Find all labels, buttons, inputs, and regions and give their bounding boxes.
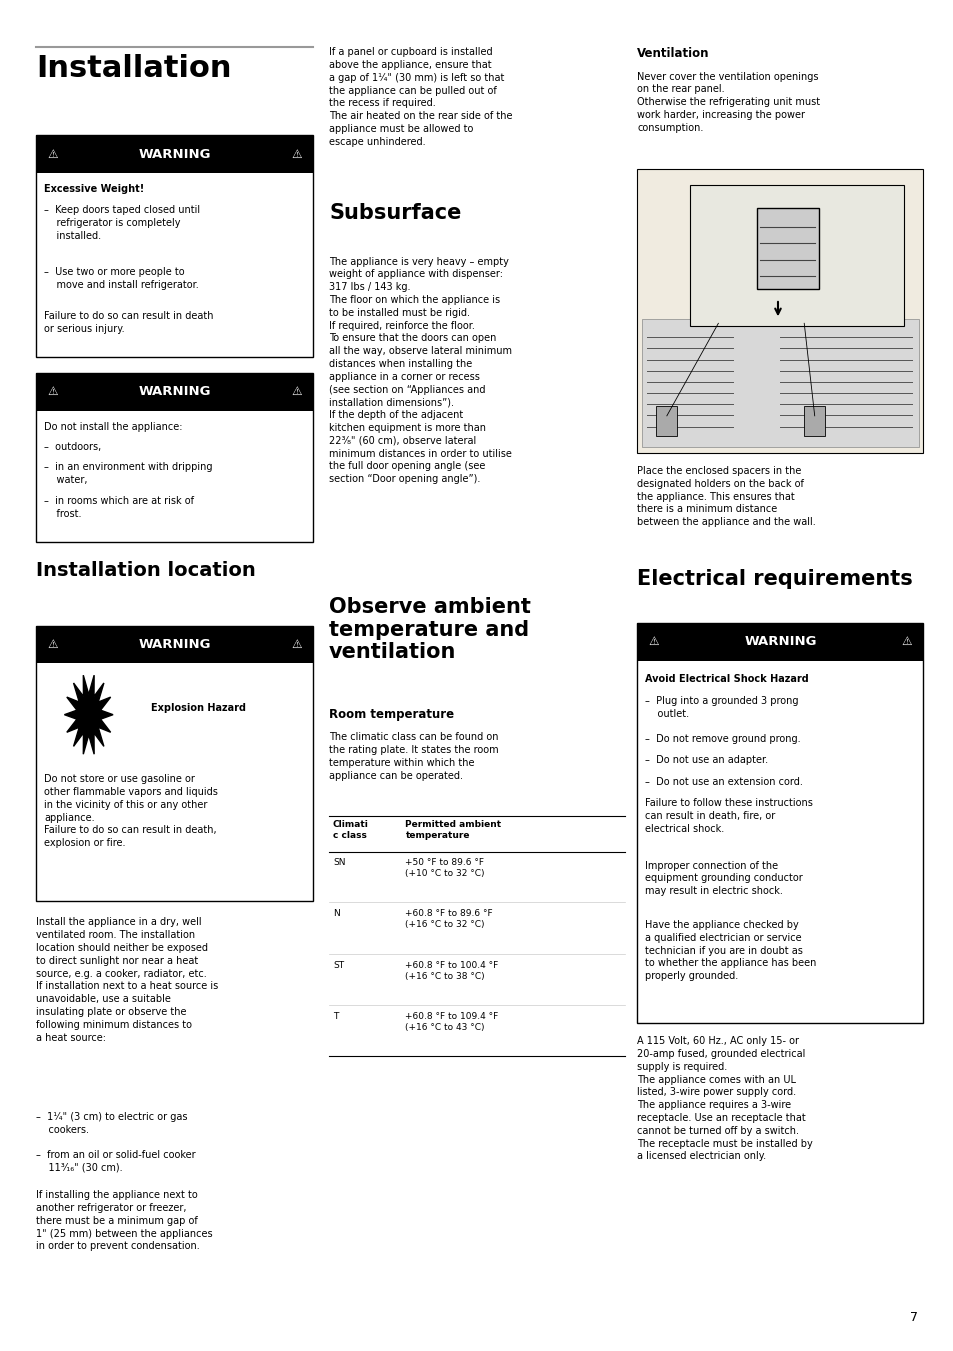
Bar bbox=[36, 626, 313, 901]
Text: –  in an environment with dripping
    water,: – in an environment with dripping water, bbox=[44, 462, 213, 485]
Text: –  Do not use an extension cord.: – Do not use an extension cord. bbox=[644, 777, 801, 786]
Text: Never cover the ventilation openings
on the rear panel.
Otherwise the refrigerat: Never cover the ventilation openings on … bbox=[637, 72, 820, 132]
Text: Place the enclosed spacers in the
designated holders on the back of
the applianc: Place the enclosed spacers in the design… bbox=[637, 466, 815, 527]
Bar bbox=[689, 185, 903, 326]
Text: Improper connection of the
equipment grounding conductor
may result in electric : Improper connection of the equipment gro… bbox=[644, 861, 801, 896]
Bar bbox=[36, 373, 313, 411]
Text: –  Keep doors taped closed until
    refrigerator is completely
    installed.: – Keep doors taped closed until refriger… bbox=[44, 205, 200, 240]
Text: If a panel or cupboard is installed
above the appliance, ensure that
a gap of 1¹: If a panel or cupboard is installed abov… bbox=[329, 47, 512, 147]
Text: Avoid Electrical Shock Hazard: Avoid Electrical Shock Hazard bbox=[644, 674, 808, 684]
Text: ⚠: ⚠ bbox=[901, 635, 911, 648]
Text: WARNING: WARNING bbox=[138, 638, 211, 651]
Text: 7: 7 bbox=[909, 1310, 917, 1324]
Bar bbox=[36, 626, 313, 663]
Text: The appliance is very heavy – empty
weight of appliance with dispenser:
317 lbs : The appliance is very heavy – empty weig… bbox=[329, 257, 512, 484]
Text: Install the appliance in a dry, well
ventilated room. The installation
location : Install the appliance in a dry, well ven… bbox=[36, 917, 218, 1043]
Text: N: N bbox=[333, 909, 339, 919]
Text: –  outdoors,: – outdoors, bbox=[44, 442, 101, 451]
Bar bbox=[756, 208, 818, 289]
Text: Subsurface: Subsurface bbox=[329, 203, 461, 223]
Text: +60.8 °F to 100.4 °F
(+16 °C to 38 °C): +60.8 °F to 100.4 °F (+16 °C to 38 °C) bbox=[405, 961, 498, 981]
Text: T: T bbox=[333, 1012, 338, 1021]
Text: Observe ambient
temperature and
ventilation: Observe ambient temperature and ventilat… bbox=[329, 597, 531, 662]
Text: ⚠: ⚠ bbox=[48, 638, 58, 651]
Polygon shape bbox=[65, 676, 112, 754]
Text: ⚠: ⚠ bbox=[648, 635, 659, 648]
Bar bbox=[656, 407, 677, 436]
Text: Do not install the appliance:: Do not install the appliance: bbox=[44, 422, 182, 431]
Text: –  Use two or more people to
    move and install refrigerator.: – Use two or more people to move and ins… bbox=[44, 267, 198, 290]
Bar bbox=[36, 373, 313, 542]
Text: Climati
c class: Climati c class bbox=[333, 820, 369, 840]
Text: Electrical requirements: Electrical requirements bbox=[637, 569, 912, 589]
Text: WARNING: WARNING bbox=[743, 635, 816, 648]
Text: Ventilation: Ventilation bbox=[637, 47, 709, 61]
Text: –  Plug into a grounded 3 prong
    outlet.: – Plug into a grounded 3 prong outlet. bbox=[644, 696, 798, 719]
Bar bbox=[637, 169, 923, 453]
Text: Installation: Installation bbox=[36, 54, 232, 82]
Bar bbox=[641, 319, 918, 447]
Text: WARNING: WARNING bbox=[138, 147, 211, 161]
Bar bbox=[36, 135, 313, 357]
Text: ⚠: ⚠ bbox=[48, 147, 58, 161]
Text: Failure to do so can result in death
or serious injury.: Failure to do so can result in death or … bbox=[44, 311, 213, 334]
Text: SN: SN bbox=[333, 858, 345, 867]
Text: Permitted ambient
temperature: Permitted ambient temperature bbox=[405, 820, 501, 840]
Text: Failure to follow these instructions
can result in death, fire, or
electrical sh: Failure to follow these instructions can… bbox=[644, 798, 812, 834]
Bar bbox=[803, 407, 824, 436]
Text: –  Do not remove ground prong.: – Do not remove ground prong. bbox=[644, 734, 800, 743]
Text: The climatic class can be found on
the rating plate. It states the room
temperat: The climatic class can be found on the r… bbox=[329, 732, 498, 781]
Text: WARNING: WARNING bbox=[138, 385, 211, 399]
Bar bbox=[36, 135, 313, 173]
Text: Installation location: Installation location bbox=[36, 561, 255, 580]
Text: –  in rooms which are at risk of
    frost.: – in rooms which are at risk of frost. bbox=[44, 496, 193, 519]
Text: Explosion Hazard: Explosion Hazard bbox=[151, 703, 246, 713]
Text: If installing the appliance next to
another refrigerator or freezer,
there must : If installing the appliance next to anot… bbox=[36, 1190, 213, 1251]
Text: Room temperature: Room temperature bbox=[329, 708, 454, 721]
Text: +50 °F to 89.6 °F
(+10 °C to 32 °C): +50 °F to 89.6 °F (+10 °C to 32 °C) bbox=[405, 858, 484, 878]
Text: –  Do not use an adapter.: – Do not use an adapter. bbox=[644, 755, 767, 765]
Text: ⚠: ⚠ bbox=[291, 147, 301, 161]
Text: Excessive Weight!: Excessive Weight! bbox=[44, 184, 144, 193]
Text: ⚠: ⚠ bbox=[291, 385, 301, 399]
Text: ⚠: ⚠ bbox=[291, 638, 301, 651]
Bar bbox=[637, 623, 923, 1023]
Text: +60.8 °F to 109.4 °F
(+16 °C to 43 °C): +60.8 °F to 109.4 °F (+16 °C to 43 °C) bbox=[405, 1012, 498, 1032]
Text: Have the appliance checked by
a qualified electrician or service
technician if y: Have the appliance checked by a qualifie… bbox=[644, 920, 816, 981]
Text: –  from an oil or solid-fuel cooker
    11³⁄₁₆" (30 cm).: – from an oil or solid-fuel cooker 11³⁄₁… bbox=[36, 1150, 195, 1173]
Text: –  1¹⁄₄" (3 cm) to electric or gas
    cookers.: – 1¹⁄₄" (3 cm) to electric or gas cooker… bbox=[36, 1112, 188, 1135]
Text: +60.8 °F to 89.6 °F
(+16 °C to 32 °C): +60.8 °F to 89.6 °F (+16 °C to 32 °C) bbox=[405, 909, 493, 929]
Text: ⚠: ⚠ bbox=[48, 385, 58, 399]
Text: ST: ST bbox=[333, 961, 344, 970]
Text: Do not store or use gasoline or
other flammable vapors and liquids
in the vicini: Do not store or use gasoline or other fl… bbox=[44, 774, 217, 848]
Bar bbox=[637, 623, 923, 661]
Text: A 115 Volt, 60 Hz., AC only 15- or
20-amp fused, grounded electrical
supply is r: A 115 Volt, 60 Hz., AC only 15- or 20-am… bbox=[637, 1036, 812, 1162]
